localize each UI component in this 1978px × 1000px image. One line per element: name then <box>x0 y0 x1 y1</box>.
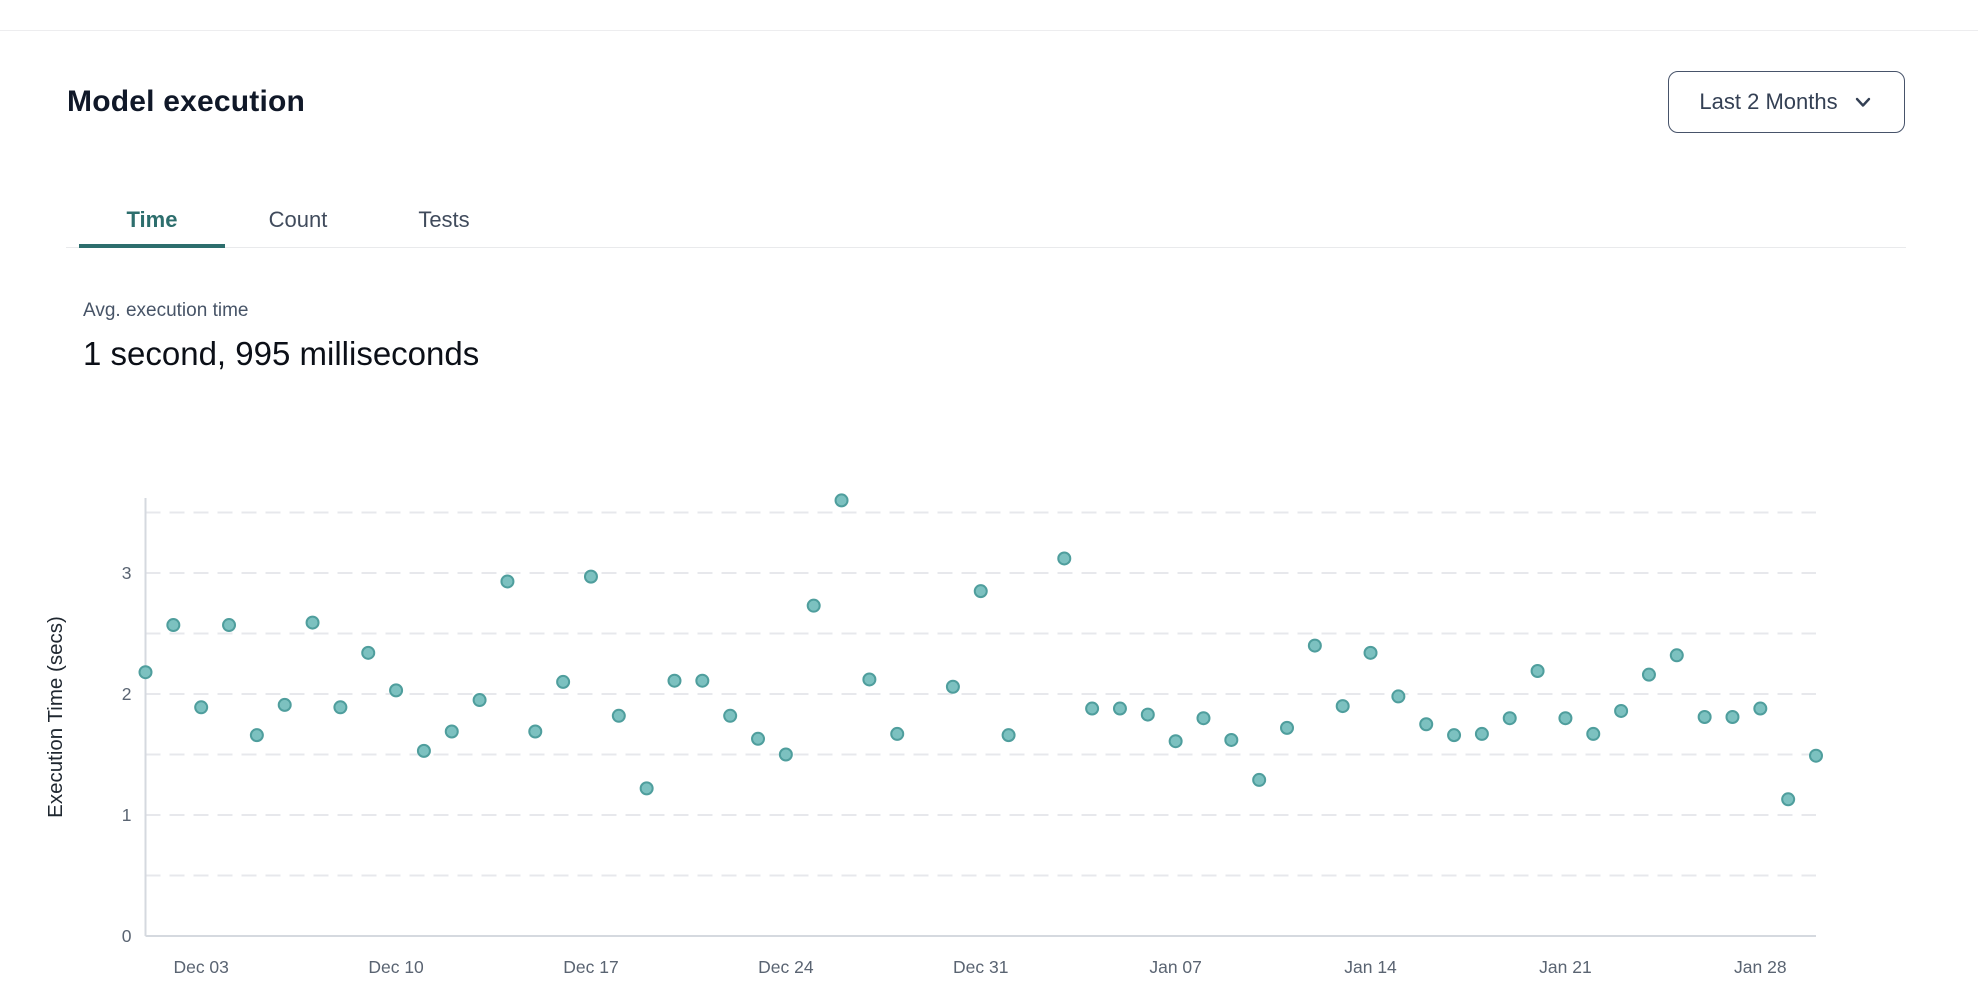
tab-time-label: Time <box>126 207 178 232</box>
data-point[interactable] <box>1781 792 1796 807</box>
x-tick-label: Dec 31 <box>953 957 1008 977</box>
data-point[interactable] <box>472 693 487 708</box>
y-tick-label: 2 <box>122 684 132 704</box>
data-point[interactable] <box>1252 772 1267 787</box>
data-point[interactable] <box>1697 709 1712 724</box>
data-point[interactable] <box>222 618 237 633</box>
data-point[interactable] <box>389 683 404 698</box>
data-point[interactable] <box>166 618 181 633</box>
data-point[interactable] <box>1140 707 1155 722</box>
data-point[interactable] <box>890 726 905 741</box>
data-point[interactable] <box>1391 689 1406 704</box>
data-point[interactable] <box>695 673 710 688</box>
data-point[interactable] <box>1335 699 1350 714</box>
y-axis-label: Execution Time (secs) <box>44 616 67 818</box>
data-point[interactable] <box>1224 732 1239 747</box>
tabs-bar: Time Count Tests <box>66 191 1906 248</box>
tab-tests-label: Tests <box>418 207 470 232</box>
data-point[interactable] <box>1669 648 1684 663</box>
data-point[interactable] <box>528 724 543 739</box>
data-point[interactable] <box>361 645 376 660</box>
data-point[interactable] <box>639 781 654 796</box>
data-point[interactable] <box>138 665 153 680</box>
execution-time-chart: 0 1 2 3 Dec 03 Dec 10 Dec 17 Dec 24 Dec 31 Jan 07… <box>0 470 1978 1000</box>
data-point[interactable] <box>1502 711 1517 726</box>
data-point[interactable] <box>1530 664 1545 679</box>
data-point[interactable] <box>1725 709 1740 724</box>
data-point[interactable] <box>1057 551 1072 566</box>
data-point[interactable] <box>556 674 571 689</box>
page-header: Model execution Last 2 Months <box>67 71 1905 133</box>
data-point[interactable] <box>667 673 682 688</box>
tab-tests[interactable]: Tests <box>371 191 517 248</box>
x-tick-label: Dec 10 <box>368 957 424 977</box>
summary-stat: Avg. execution time 1 second, 995 millis… <box>83 298 1978 375</box>
data-point[interactable] <box>333 700 348 715</box>
data-point[interactable] <box>862 672 877 687</box>
data-point[interactable] <box>834 493 849 508</box>
x-tick-label: Jan 07 <box>1149 957 1202 977</box>
data-point[interactable] <box>1753 701 1768 716</box>
date-range-label: Last 2 Months <box>1699 89 1838 114</box>
x-tick-label: Dec 24 <box>758 957 814 977</box>
data-point[interactable] <box>583 569 598 584</box>
data-point[interactable] <box>723 708 738 723</box>
date-range-selector[interactable]: Last 2 Months <box>1668 71 1905 133</box>
data-point[interactable] <box>973 584 988 599</box>
data-point[interactable] <box>1474 726 1489 741</box>
execution-time-scatter: 0 1 2 3 Dec 03 Dec 10 Dec 17 Dec 24 Dec 31 Jan 07… <box>44 493 1823 977</box>
data-point[interactable] <box>1586 726 1601 741</box>
data-point[interactable] <box>751 731 766 746</box>
data-point[interactable] <box>1809 748 1823 763</box>
data-point[interactable] <box>1085 701 1100 716</box>
summary-label: Avg. execution time <box>83 300 249 321</box>
data-point[interactable] <box>277 697 292 712</box>
tab-count-label: Count <box>268 207 328 232</box>
data-point[interactable] <box>416 743 431 758</box>
page-title: Model execution <box>67 85 306 118</box>
data-point[interactable] <box>1168 734 1183 749</box>
y-tick-label: 1 <box>122 805 132 825</box>
data-point[interactable] <box>1363 645 1378 660</box>
data-point[interactable] <box>1280 720 1295 735</box>
data-point[interactable] <box>500 574 515 589</box>
top-divider <box>0 30 1978 31</box>
data-point[interactable] <box>611 708 626 723</box>
data-point[interactable] <box>1196 711 1211 726</box>
data-point[interactable] <box>1641 667 1656 682</box>
data-point[interactable] <box>1419 717 1434 732</box>
summary-value: 1 second, 995 milliseconds <box>83 335 480 372</box>
data-point[interactable] <box>778 747 793 762</box>
y-tick-label: 0 <box>122 926 132 946</box>
data-point[interactable] <box>1307 638 1322 653</box>
data-point[interactable] <box>1614 703 1629 718</box>
data-point[interactable] <box>305 615 320 630</box>
data-point[interactable] <box>1112 701 1127 716</box>
data-point[interactable] <box>194 700 209 715</box>
tab-count[interactable]: Count <box>225 191 371 248</box>
x-tick-label: Dec 03 <box>173 957 228 977</box>
y-tick-label: 3 <box>122 563 132 583</box>
data-point[interactable] <box>1001 728 1016 743</box>
data-point[interactable] <box>1447 728 1462 743</box>
data-point[interactable] <box>806 598 821 613</box>
chevron-down-icon <box>1852 91 1874 113</box>
x-tick-label: Jan 21 <box>1539 957 1592 977</box>
x-tick-label: Dec 17 <box>563 957 618 977</box>
data-point[interactable] <box>1558 711 1573 726</box>
tab-time[interactable]: Time <box>79 191 225 248</box>
data-point[interactable] <box>249 728 264 743</box>
data-point[interactable] <box>444 724 459 739</box>
x-tick-label: Jan 14 <box>1344 957 1397 977</box>
data-point[interactable] <box>945 679 960 694</box>
x-tick-label: Jan 28 <box>1734 957 1787 977</box>
